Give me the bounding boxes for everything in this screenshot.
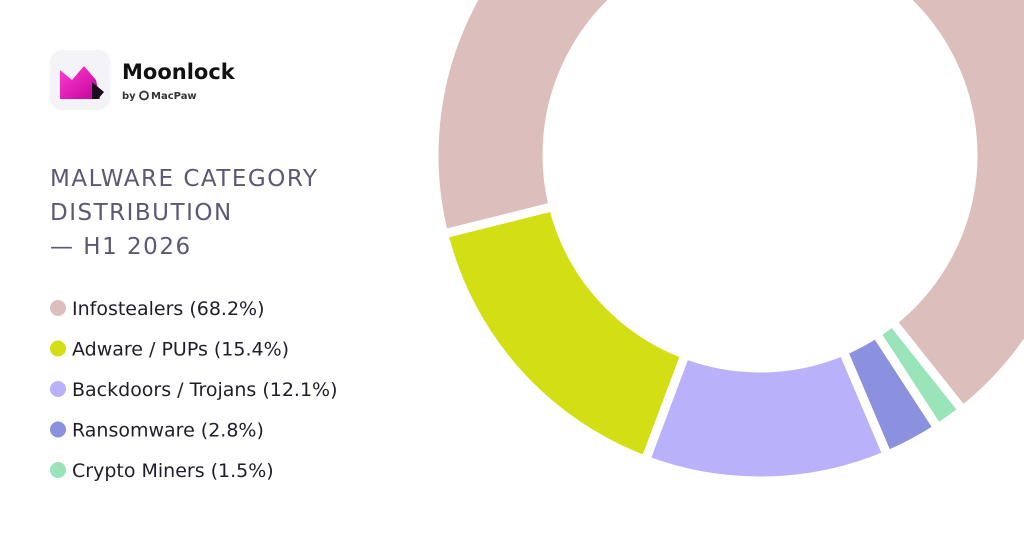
legend-value: (12.1%): [262, 379, 337, 401]
legend-swatch: [50, 340, 66, 357]
legend-swatch: [50, 300, 66, 316]
brand-company: MacPaw: [151, 91, 197, 102]
donut: [429, 0, 1024, 486]
legend: Infostealers (68.2%) Adware / PUPs (15.4%) B…: [50, 298, 338, 482]
legend-label: Infostealers (68.2%): [72, 298, 265, 320]
legend-label: Ransomware (2.8%): [72, 420, 264, 442]
macpaw-icon: [139, 90, 149, 101]
legend-swatch: [50, 421, 66, 438]
title-line: DISTRIBUTION: [50, 200, 233, 226]
brand-name: Moonlock: [122, 60, 236, 84]
title-line: — H1 2026: [50, 234, 192, 260]
logo: [50, 50, 110, 110]
legend-value: (68.2%): [189, 298, 264, 320]
legend-label: Adware / PUPs (15.4%): [72, 339, 289, 361]
legend-label: Crypto Miners (1.5%): [72, 460, 274, 482]
legend-value: (1.5%): [211, 460, 274, 482]
donut-segment: [438, 201, 691, 467]
legend-value: (2.8%): [201, 420, 264, 442]
legend-name: Backdoors / Trojans: [72, 379, 256, 401]
title: MALWARE CATEGORY DISTRIBUTION — H1 2026: [50, 166, 318, 260]
legend-value: (15.4%): [214, 339, 289, 361]
legend-name: Ransomware: [72, 420, 195, 442]
legend-swatch: [50, 381, 66, 397]
legend-name: Infostealers: [72, 298, 183, 320]
legend-label: Backdoors / Trojans (12.1%): [72, 379, 338, 401]
donut-segment: [429, 0, 1024, 417]
legend-swatch: [50, 462, 66, 478]
title-line: MALWARE CATEGORY: [50, 166, 318, 192]
brand-by: by: [122, 91, 136, 102]
legend-name: Crypto Miners: [72, 460, 205, 482]
legend-name: Adware / PUPs: [72, 339, 208, 361]
